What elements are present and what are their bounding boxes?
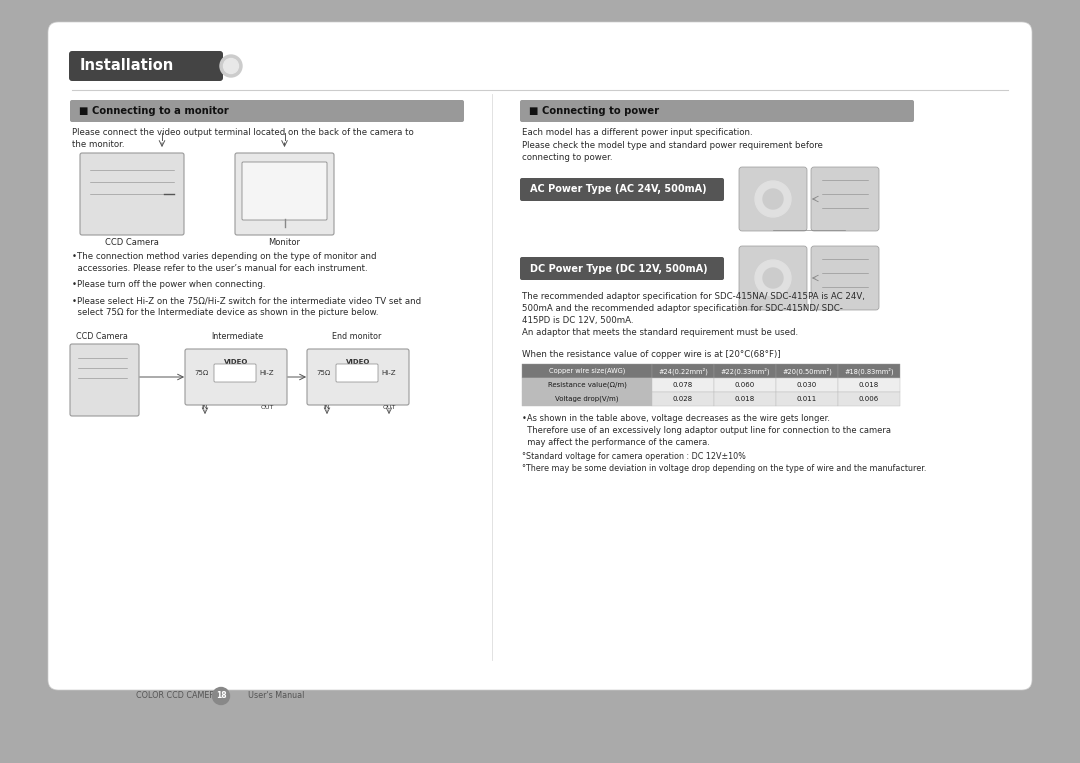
- FancyBboxPatch shape: [185, 349, 287, 405]
- FancyBboxPatch shape: [70, 344, 139, 416]
- FancyBboxPatch shape: [336, 364, 378, 382]
- FancyBboxPatch shape: [519, 178, 724, 201]
- Bar: [652, 364, 714, 378]
- Text: 75Ω: 75Ω: [194, 370, 210, 376]
- Text: Monitor: Monitor: [269, 238, 300, 247]
- Text: #22(0.33mm²): #22(0.33mm²): [720, 367, 770, 375]
- Text: ■ Connecting to a monitor: ■ Connecting to a monitor: [79, 106, 229, 116]
- Text: VIDEO: VIDEO: [346, 359, 370, 365]
- Bar: [714, 364, 777, 378]
- Text: Voltage drop(V/m): Voltage drop(V/m): [555, 396, 619, 402]
- Bar: [652, 392, 714, 406]
- Bar: [652, 378, 714, 392]
- Text: Copper wire size(AWG): Copper wire size(AWG): [549, 368, 625, 374]
- Text: #24(0.22mm²): #24(0.22mm²): [658, 367, 707, 375]
- Bar: [522, 378, 652, 392]
- Text: Hi-Z: Hi-Z: [381, 370, 396, 376]
- Text: 0.078: 0.078: [673, 382, 693, 388]
- Text: •Please select Hi-Z on the 75Ω/Hi-Z switch for the intermediate video TV set and: •Please select Hi-Z on the 75Ω/Hi-Z swit…: [72, 296, 421, 317]
- FancyBboxPatch shape: [739, 167, 807, 231]
- Bar: [714, 392, 777, 406]
- Circle shape: [224, 59, 239, 73]
- Circle shape: [762, 268, 783, 288]
- Text: OUT: OUT: [382, 405, 395, 410]
- Text: IN: IN: [202, 405, 208, 410]
- Bar: [714, 378, 777, 392]
- Text: °Standard voltage for camera operation : DC 12V±10%
°There may be some deviation: °Standard voltage for camera operation :…: [522, 452, 927, 473]
- FancyBboxPatch shape: [70, 100, 464, 122]
- Bar: [838, 364, 900, 378]
- Text: •As shown in the table above, voltage decreases as the wire gets longer.
  There: •As shown in the table above, voltage de…: [522, 414, 891, 447]
- Text: Resistance value(Ω/m): Resistance value(Ω/m): [548, 382, 626, 388]
- Text: 0.018: 0.018: [859, 382, 879, 388]
- Text: #18(0.83mm²): #18(0.83mm²): [845, 367, 894, 375]
- Text: Please connect the video output terminal located on the back of the camera to
th: Please connect the video output terminal…: [72, 128, 414, 149]
- Circle shape: [755, 260, 791, 296]
- Text: CCD Camera: CCD Camera: [76, 332, 127, 341]
- Text: When the resistance value of copper wire is at [20°C(68°F)]: When the resistance value of copper wire…: [522, 350, 781, 359]
- Text: 0.011: 0.011: [797, 396, 818, 402]
- Text: ■ Connecting to power: ■ Connecting to power: [529, 106, 659, 116]
- Text: 0.006: 0.006: [859, 396, 879, 402]
- Bar: [777, 378, 838, 392]
- Text: Hi-Z: Hi-Z: [259, 370, 274, 376]
- Bar: [838, 378, 900, 392]
- Text: VIDEO: VIDEO: [224, 359, 248, 365]
- Text: Installation: Installation: [80, 59, 174, 73]
- Circle shape: [213, 687, 229, 704]
- Circle shape: [220, 55, 242, 77]
- Text: AC Power Type (AC 24V, 500mA): AC Power Type (AC 24V, 500mA): [530, 185, 706, 195]
- FancyBboxPatch shape: [519, 100, 914, 122]
- Text: The recommended adaptor specification for SDC-415NA/ SDC-415PA is AC 24V,
500mA : The recommended adaptor specification fo…: [522, 292, 865, 337]
- Text: •Please turn off the power when connecting.: •Please turn off the power when connecti…: [72, 280, 266, 289]
- Text: Intermediate: Intermediate: [211, 332, 264, 341]
- Bar: [838, 392, 900, 406]
- FancyBboxPatch shape: [739, 246, 807, 310]
- Text: Each model has a different power input specification.
Please check the model typ: Each model has a different power input s…: [522, 128, 823, 162]
- FancyBboxPatch shape: [235, 153, 334, 235]
- Text: •The connection method varies depending on the type of monitor and
  accessories: •The connection method varies depending …: [72, 252, 377, 273]
- FancyBboxPatch shape: [69, 51, 222, 81]
- FancyBboxPatch shape: [811, 246, 879, 310]
- Text: CCD Camera: CCD Camera: [105, 238, 159, 247]
- Text: 0.028: 0.028: [673, 396, 693, 402]
- Text: DC Power Type (DC 12V, 500mA): DC Power Type (DC 12V, 500mA): [530, 263, 707, 273]
- FancyBboxPatch shape: [48, 22, 1032, 690]
- Text: 0.018: 0.018: [734, 396, 755, 402]
- Text: 0.060: 0.060: [734, 382, 755, 388]
- Text: IN: IN: [324, 405, 330, 410]
- FancyBboxPatch shape: [811, 167, 879, 231]
- Text: User's Manual: User's Manual: [248, 691, 305, 700]
- Circle shape: [762, 189, 783, 209]
- FancyBboxPatch shape: [80, 153, 184, 235]
- Circle shape: [755, 181, 791, 217]
- Text: OUT: OUT: [260, 405, 273, 410]
- Text: #20(0.50mm²): #20(0.50mm²): [782, 367, 832, 375]
- FancyBboxPatch shape: [242, 162, 327, 220]
- FancyBboxPatch shape: [307, 349, 409, 405]
- Bar: [777, 364, 838, 378]
- Text: COLOR CCD CAMERA: COLOR CCD CAMERA: [136, 691, 220, 700]
- Bar: [522, 364, 652, 378]
- FancyBboxPatch shape: [519, 257, 724, 280]
- Bar: [522, 392, 652, 406]
- Text: 75Ω: 75Ω: [316, 370, 332, 376]
- Bar: [777, 392, 838, 406]
- Text: End monitor: End monitor: [333, 332, 381, 341]
- Text: 0.030: 0.030: [797, 382, 818, 388]
- FancyBboxPatch shape: [214, 364, 256, 382]
- Text: 18: 18: [216, 691, 227, 700]
